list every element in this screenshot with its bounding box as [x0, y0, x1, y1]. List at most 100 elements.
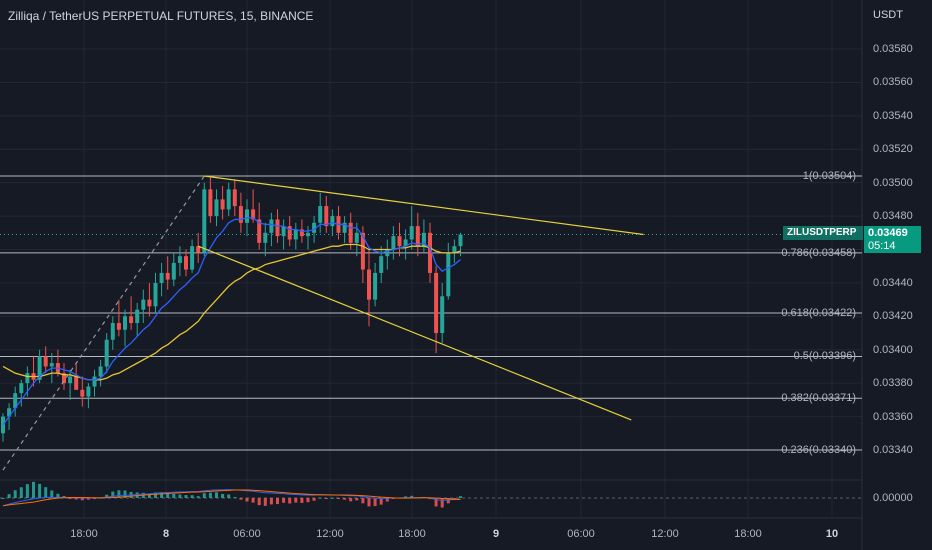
macd-histogram-bar-61 [373, 498, 377, 507]
macd-histogram-bar-32 [196, 496, 200, 498]
macd-histogram-bar-4 [25, 484, 29, 498]
candle-body-33 [202, 189, 207, 253]
fib-level-label: 0.618(0.03422) [781, 307, 856, 319]
macd-histogram-bar-9 [56, 493, 60, 498]
candle-body-35 [214, 199, 219, 217]
fib-level-label: 0.382(0.03371) [781, 392, 856, 405]
macd-histogram-bar-7 [44, 487, 48, 498]
macd-histogram-bar-19 [117, 490, 121, 498]
candle-body-50 [306, 232, 310, 237]
candle-body-67 [409, 226, 414, 240]
macd-histogram-bar-75 [459, 496, 462, 498]
price-tick-label: 0.03580 [873, 43, 913, 56]
macd-histogram-bar-26 [160, 492, 164, 498]
bar-countdown: 05:14 [864, 240, 921, 253]
candle-body-34 [208, 189, 213, 217]
candle-body-26 [159, 272, 164, 283]
candle-body-43 [263, 232, 268, 243]
candle-body-64 [391, 236, 396, 250]
price-tick-label: 0.03520 [873, 143, 913, 156]
trendline-dashed-fib-anchor [2, 175, 205, 471]
candle-body-44 [269, 219, 274, 233]
macd-histogram-bar-11 [68, 498, 72, 499]
macd-signal-line [2, 489, 461, 507]
candle-body-70 [428, 232, 432, 273]
macd-histogram-bar-29 [178, 494, 182, 498]
macd-histogram-bar-1 [7, 494, 11, 498]
candle-body-63 [385, 249, 390, 257]
price-axis-unit[interactable]: USDT [873, 9, 903, 21]
macd-histogram-bar-31 [190, 495, 194, 498]
candle-body-2 [13, 393, 18, 409]
macd-histogram-bar-0 [1, 498, 5, 499]
candle-body-75 [458, 234, 463, 247]
candle-body-49 [299, 229, 304, 237]
macd-histogram-bar-44 [269, 498, 273, 505]
time-tick-label: 06:00 [567, 528, 595, 540]
time-tick-label: 9 [492, 528, 500, 540]
fib-level-label: 0.786(0.03458) [781, 246, 856, 259]
macd-histogram-bar-51 [312, 498, 316, 501]
macd-histogram-bar-30 [184, 495, 188, 498]
candle-body-28 [171, 262, 176, 280]
candle-body-15 [92, 376, 97, 387]
macd-histogram-bar-2 [13, 490, 17, 498]
candle-body-48 [293, 229, 298, 240]
time-tick-label: 8 [162, 528, 170, 540]
candle-body-73 [446, 252, 451, 297]
price-tick-label: 0.03480 [873, 210, 913, 223]
macd-histogram-bar-3 [19, 487, 23, 498]
price-tick-label: 0.03340 [873, 444, 913, 456]
macd-histogram-bar-13 [80, 498, 84, 501]
macd-histogram-bar-43 [263, 498, 267, 506]
macd-histogram-bar-5 [32, 481, 35, 498]
time-tick-label: 10 [825, 528, 839, 540]
candle-body-10 [62, 373, 66, 384]
chart-title: Zilliqa / TetherUS PERPETUAL FUTURES, 15… [8, 9, 314, 23]
macd-histogram-bar-38 [233, 497, 237, 499]
macd-histogram-bar-45 [276, 498, 279, 505]
candle-body-11 [68, 376, 73, 384]
indicator-tick-label: 0.00000 [873, 492, 913, 504]
last-price-tag: 0.03469 [864, 226, 921, 240]
candle-body-23 [141, 299, 146, 310]
macd-histogram-bar-59 [361, 498, 365, 504]
time-tick-label: 18:00 [70, 528, 98, 540]
candle-body-72 [440, 296, 445, 334]
candle-body-20 [123, 316, 127, 330]
macd-histogram-bar-12 [74, 498, 78, 500]
macd-histogram-bar-14 [86, 498, 90, 500]
candle-body-12 [74, 376, 79, 390]
macd-histogram-bar-70 [428, 498, 432, 500]
fib-level-label: 0.5(0.03396) [793, 350, 856, 363]
candle-body-27 [165, 272, 170, 280]
candle-body-71 [434, 272, 439, 334]
candle-body-3 [19, 383, 24, 394]
macd-histogram-bar-37 [227, 494, 231, 498]
price-tick-label: 0.03440 [873, 276, 913, 289]
candle-body-17 [104, 339, 109, 367]
macd-histogram-bar-67 [410, 495, 414, 498]
candle-body-1 [7, 408, 12, 417]
macd-histogram-bar-71 [434, 498, 438, 507]
macd-histogram-bar-36 [221, 493, 225, 498]
macd-histogram-bar-57 [349, 498, 353, 502]
macd-histogram-bar-41 [251, 498, 255, 503]
candle-body-4 [25, 373, 30, 384]
candle-body-31 [190, 246, 195, 270]
macd-histogram-bar-48 [294, 498, 298, 503]
candle-body-19 [116, 323, 121, 330]
price-tick-label: 0.03420 [873, 310, 913, 323]
macd-histogram-bar-20 [123, 490, 127, 498]
macd-histogram-bar-25 [154, 492, 157, 498]
symbol-tag: ZILUSDTPERP [783, 226, 863, 240]
macd-histogram-bar-27 [166, 493, 170, 498]
candle-body-74 [452, 246, 457, 253]
time-tick-label: 12:00 [651, 528, 679, 540]
candle-body-30 [184, 256, 188, 270]
macd-histogram-bar-72 [440, 498, 444, 508]
price-tick-label: 0.03400 [873, 343, 913, 356]
macd-histogram-bar-66 [404, 496, 408, 498]
